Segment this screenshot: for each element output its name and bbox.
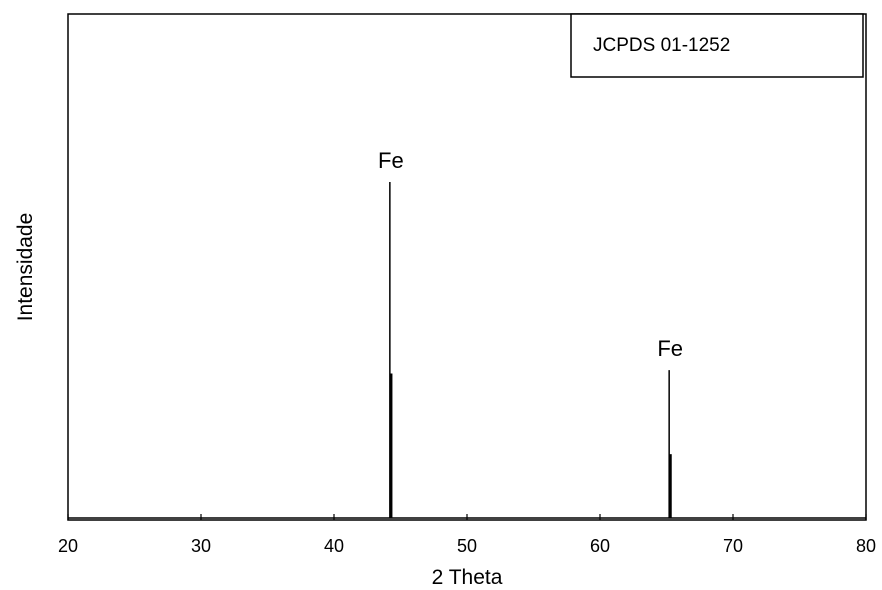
- x-tick-label-0: 20: [58, 536, 78, 556]
- legend-label: JCPDS 01-1252: [593, 35, 730, 56]
- annotations-layer: Fe Fe: [378, 148, 683, 361]
- x-axis-title: 2 Theta: [432, 566, 503, 589]
- x-tick-label-5: 70: [723, 536, 743, 556]
- peaks-layer: [389, 182, 672, 518]
- legend-frame: [570, 13, 864, 78]
- x-tick-label-4: 60: [590, 536, 610, 556]
- x-tick-label-3: 50: [457, 536, 477, 556]
- x-tick-label-1: 30: [191, 536, 211, 556]
- peak-annotation-0: Fe: [378, 148, 404, 173]
- y-axis-title: Intensidade: [14, 213, 37, 322]
- x-tick-label-6: 80: [856, 536, 876, 556]
- peak-annotation-1: Fe: [657, 336, 683, 361]
- legend-box: JCPDS 01-1252: [570, 13, 864, 78]
- plot-frame: [67, 13, 867, 521]
- x-axis-ticks: 20 30 40 50 60 70 80: [58, 514, 876, 556]
- x-tick-label-2: 40: [324, 536, 344, 556]
